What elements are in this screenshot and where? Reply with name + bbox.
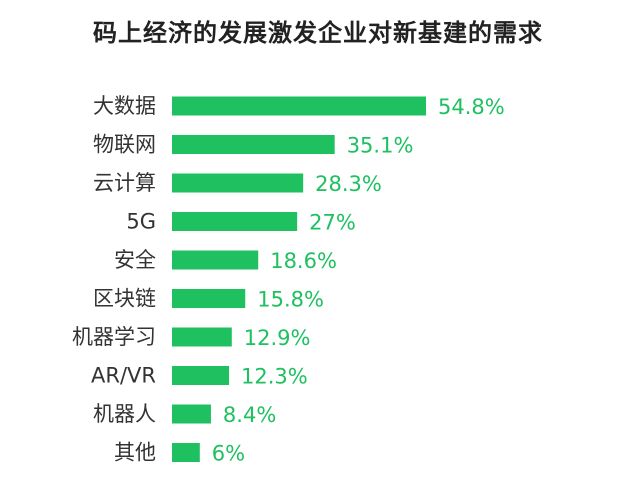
bar — [172, 366, 230, 385]
bar — [172, 443, 200, 462]
bar — [172, 135, 335, 154]
bar — [172, 212, 298, 231]
bar — [172, 250, 259, 270]
bar — [172, 289, 246, 308]
value-label: 54.8% — [438, 95, 505, 119]
value-label: 12.9% — [244, 326, 311, 350]
category-label: 物联网 — [93, 133, 156, 157]
value-label: 12.3% — [241, 365, 308, 389]
value-label: 15.8% — [257, 288, 324, 312]
category-label: AR/VR — [91, 364, 156, 388]
category-label: 云计算 — [93, 171, 156, 195]
category-label: 安全 — [114, 248, 156, 272]
bar — [172, 327, 232, 347]
bar — [172, 96, 426, 116]
chart-title: 码上经济的发展激发企业对新基建的需求 — [93, 19, 543, 47]
category-label: 5G — [126, 210, 156, 234]
category-label: 大数据 — [93, 94, 156, 118]
value-label: 35.1% — [347, 134, 414, 158]
bar — [172, 173, 304, 193]
value-label: 18.6% — [270, 249, 337, 273]
value-label: 6% — [212, 442, 245, 466]
value-label: 27% — [309, 211, 356, 235]
bar — [172, 404, 211, 424]
category-label: 机器学习 — [72, 325, 156, 349]
category-label: 其他 — [114, 441, 156, 465]
category-label: 机器人 — [93, 402, 156, 426]
value-label: 8.4% — [223, 403, 276, 427]
category-label: 区块链 — [93, 287, 156, 311]
value-label: 28.3% — [315, 172, 382, 196]
